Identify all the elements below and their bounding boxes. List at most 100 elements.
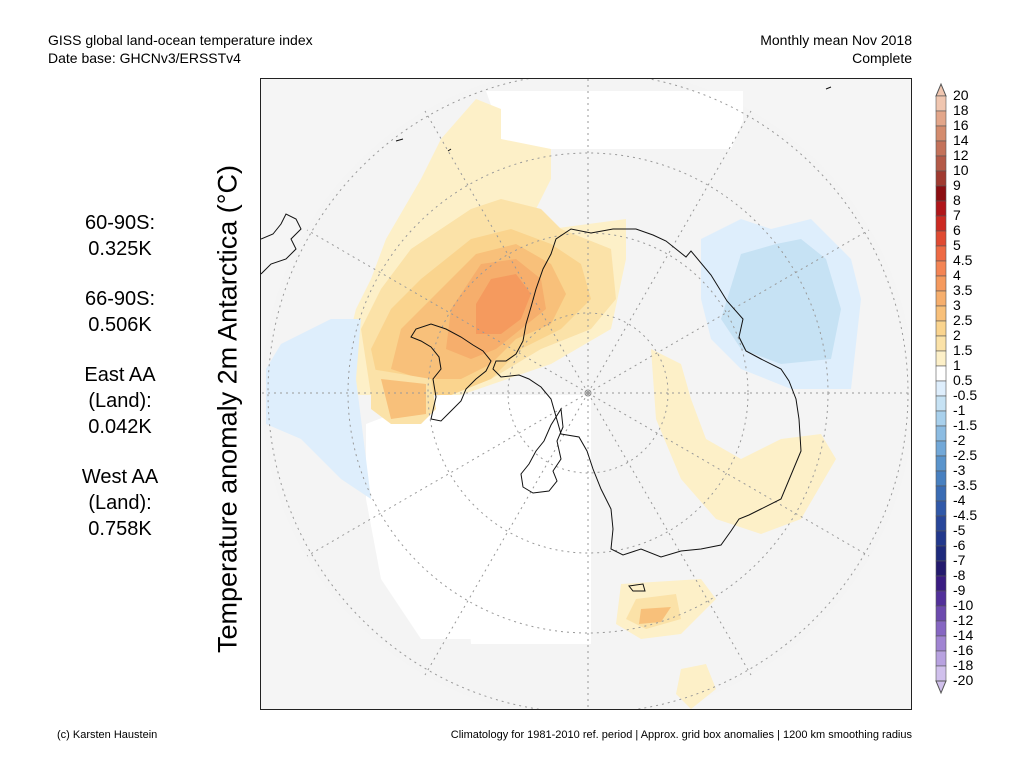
stat-label: East AA xyxy=(84,364,156,386)
legend-tick-label: -8 xyxy=(953,567,966,583)
data-base-label: Date base: GHCNv3/ERSSTv4 xyxy=(48,50,241,66)
legend-swatch xyxy=(935,200,947,217)
cool-anomaly-left xyxy=(266,319,371,499)
legend-tick-label: 1.5 xyxy=(953,342,973,358)
legend-swatch xyxy=(935,620,947,637)
legend-swatch xyxy=(935,365,947,382)
stat-value: 0.042K xyxy=(88,416,152,438)
legend-swatch xyxy=(935,395,947,412)
legend-swatch xyxy=(935,650,947,667)
graticule-meridians xyxy=(261,79,911,709)
legend-swatch xyxy=(935,110,947,127)
period-label: Monthly mean Nov 2018 xyxy=(760,32,912,48)
vertical-axis-title: Temperature anomaly 2m Antarctica (°C) xyxy=(212,165,243,653)
legend-tick-label: 9 xyxy=(953,177,961,193)
legend-tick-label: 7 xyxy=(953,207,961,223)
legend-swatch xyxy=(935,275,947,292)
legend-tick-label: 4.5 xyxy=(953,252,973,268)
legend-tick-label: 20 xyxy=(953,87,969,103)
island-fragments xyxy=(395,86,832,592)
stat-66-90s: 66-90S: 0.506K xyxy=(60,286,180,338)
legend-tick-label: 12 xyxy=(953,147,969,163)
legend-swatch xyxy=(935,290,947,307)
legend-swatch xyxy=(935,455,947,472)
legend-tick-label: -0.5 xyxy=(953,387,977,403)
legend-tick-label: 2.5 xyxy=(953,312,973,328)
legend-tick-label: -16 xyxy=(953,642,973,658)
legend-tick-label: -5 xyxy=(953,522,966,538)
legend-swatch xyxy=(935,575,947,592)
legend-tick-label: -2.5 xyxy=(953,447,977,463)
legend-tick-label: -10 xyxy=(953,597,973,613)
legend-swatch xyxy=(935,485,947,502)
legend-tick-label: -3 xyxy=(953,462,966,478)
polar-map xyxy=(260,78,912,710)
legend-tick-label: -3.5 xyxy=(953,477,977,493)
legend-swatch xyxy=(935,665,947,682)
stat-value: 0.325K xyxy=(88,238,152,260)
legend-swatch xyxy=(935,425,947,442)
legend-tick-label: -12 xyxy=(953,612,973,628)
no-data-patches xyxy=(366,91,743,644)
legend-swatch xyxy=(935,245,947,262)
stat-label: (Land): xyxy=(88,492,152,514)
stat-label: (Land): xyxy=(88,390,152,412)
legend-tick-label: 0.5 xyxy=(953,372,973,388)
legend-swatch xyxy=(935,530,947,547)
region-stats: 60-90S: 0.325K 66-90S: 0.506K East AA (L… xyxy=(60,210,180,566)
south-pole-marker xyxy=(584,389,592,397)
legend-canvas: 201816141210987654.543.532.521.510.5-0.5… xyxy=(935,82,977,695)
south-america-tip xyxy=(261,213,302,275)
legend-tick-label: 18 xyxy=(953,102,969,118)
legend-swatch xyxy=(935,260,947,277)
legend-swatch xyxy=(935,335,947,352)
legend-swatch xyxy=(935,410,947,427)
completeness-label: Complete xyxy=(852,50,912,66)
header-left: GISS global land-ocean temperature index… xyxy=(48,31,313,67)
legend-tick-label: -14 xyxy=(953,627,973,643)
legend-tick-label: 3.5 xyxy=(953,282,973,298)
legend-swatch xyxy=(935,350,947,367)
color-legend: 20 18 16 14 12 10 9 8 7 6 5 4.5 4 3.5 3 2.5 2 1.5 1 0.5 -0.5… xyxy=(930,82,1014,704)
legend-swatch xyxy=(935,215,947,232)
graticule-parallels xyxy=(267,79,909,709)
antarctica-coastline xyxy=(492,228,802,558)
legend-tick-label: -18 xyxy=(953,657,973,673)
legend-tick-label: 4 xyxy=(953,267,961,283)
legend-tick-label: 1 xyxy=(953,357,961,373)
legend-swatch xyxy=(935,185,947,202)
legend-tick-label: 10 xyxy=(953,162,969,178)
legend-swatch xyxy=(935,605,947,622)
legend-swatch xyxy=(935,320,947,337)
legend-swatch xyxy=(935,590,947,607)
legend-tick-label: -9 xyxy=(953,582,966,598)
legend-swatch xyxy=(935,560,947,577)
legend-tick-label: -4.5 xyxy=(953,507,977,523)
stat-label: 60-90S: xyxy=(84,212,156,234)
legend-tick-label: -1.5 xyxy=(953,417,977,433)
legend-tick-label: -1 xyxy=(953,402,966,418)
stat-west-aa: West AA (Land): 0.758K xyxy=(60,464,180,542)
legend-swatch xyxy=(935,170,947,187)
stat-60-90s: 60-90S: 0.325K xyxy=(60,210,180,262)
map-canvas xyxy=(261,79,911,709)
stat-value: 0.506K xyxy=(88,314,152,336)
copyright-text: (c) Karsten Haustein xyxy=(57,729,158,741)
legend-tick-label: -6 xyxy=(953,537,966,553)
warm-anomaly-region xyxy=(346,99,626,424)
legend-swatch xyxy=(935,500,947,517)
legend-swatch xyxy=(935,545,947,562)
legend-tick-label: 5 xyxy=(953,237,961,253)
legend-tick-label: -20 xyxy=(953,672,973,688)
legend-tick-label: 3 xyxy=(953,297,961,313)
legend-tick-label: 6 xyxy=(953,222,961,238)
legend-top-arrow xyxy=(935,82,947,97)
legend-swatch xyxy=(935,515,947,532)
legend-swatch xyxy=(935,140,947,157)
legend-swatch xyxy=(935,380,947,397)
stat-label: West AA xyxy=(81,466,159,488)
cool-anomaly-right xyxy=(701,219,861,389)
legend-tick-label: -4 xyxy=(953,492,966,508)
legend-tick-label: 14 xyxy=(953,132,969,148)
legend-swatch xyxy=(935,635,947,652)
